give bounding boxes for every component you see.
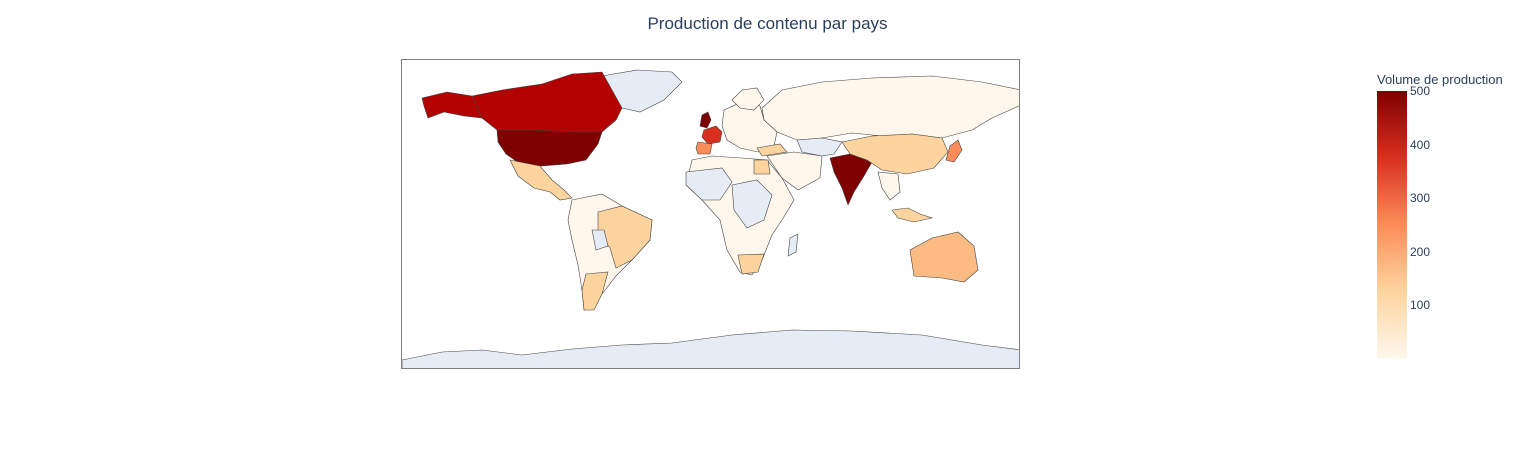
colorbar-tick-500: 500 xyxy=(1410,84,1431,98)
region-japan xyxy=(945,139,963,163)
region-china xyxy=(841,133,949,175)
region-south-africa xyxy=(737,253,765,275)
region-argentina xyxy=(581,271,609,311)
colorbar-tick-400: 400 xyxy=(1410,137,1431,152)
region-madagascar xyxy=(787,233,799,257)
region-andes-nodata xyxy=(591,229,609,251)
region-russia xyxy=(761,75,1019,141)
chart-title: Production de contenu par pays xyxy=(647,14,888,33)
region-canada xyxy=(471,71,623,133)
region-spain xyxy=(695,141,713,155)
region-australia xyxy=(909,231,979,283)
colorbar-tick-100: 100 xyxy=(1410,298,1431,313)
colorbar-tick-200: 200 xyxy=(1410,244,1431,259)
region-indonesia xyxy=(891,207,934,223)
colorbar-tick-300: 300 xyxy=(1410,191,1431,205)
region-africa-nodata xyxy=(685,167,733,201)
region-india xyxy=(829,153,873,206)
region-usa xyxy=(496,129,603,167)
region-alaska xyxy=(421,91,483,119)
region-turkey xyxy=(756,143,788,157)
region-france xyxy=(701,125,723,145)
region-uk xyxy=(699,111,712,129)
region-africa-nodata-2 xyxy=(731,179,773,229)
region-mexico xyxy=(509,159,573,201)
region-antarctica xyxy=(402,329,1019,368)
region-scandinavia xyxy=(731,87,765,111)
world-map[interactable] xyxy=(402,60,1020,369)
region-se-asia xyxy=(877,171,901,201)
region-central-asia xyxy=(796,137,843,157)
colorbar-title: Volume de production xyxy=(1377,72,1503,87)
colorbar xyxy=(1377,91,1407,358)
region-egypt xyxy=(753,159,771,175)
map-frame[interactable] xyxy=(401,59,1020,369)
